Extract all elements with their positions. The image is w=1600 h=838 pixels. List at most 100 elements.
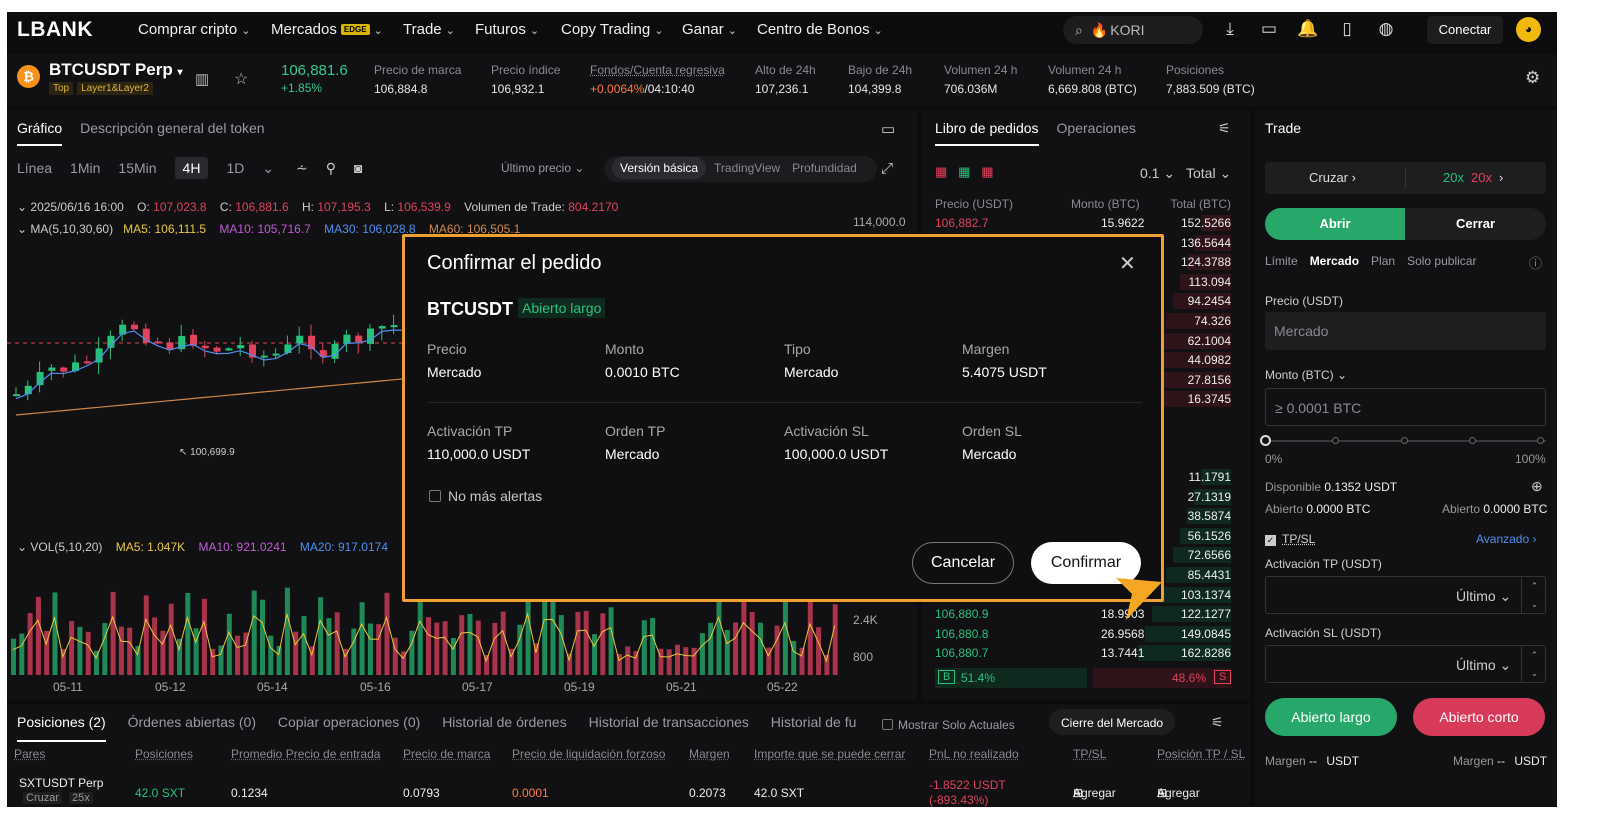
type-market[interactable]: Mercado: [1309, 254, 1360, 268]
tpsl-checkbox[interactable]: ✓ TP/SL: [1265, 532, 1316, 546]
ask-row[interactable]: 113.094: [935, 273, 1231, 291]
book-settings-icon[interactable]: ⚟: [1218, 120, 1231, 136]
tab-funding-history[interactable]: Historial de fu: [770, 714, 857, 730]
tf-1min[interactable]: 1Min: [70, 160, 101, 176]
camera-icon[interactable]: ◙: [353, 160, 363, 176]
leverage-long[interactable]: 20x: [1443, 170, 1464, 185]
nav-comprar[interactable]: Comprar cripto ⌄: [138, 21, 251, 38]
sl-input[interactable]: Último ⌄ ⌃ ⌄: [1265, 645, 1546, 683]
download-icon[interactable]: ⤓: [1226, 19, 1234, 38]
add-tpsl-button[interactable]: Agregar ⊞: [1073, 786, 1116, 800]
avatar[interactable]: ◕: [1516, 17, 1541, 42]
ask-row[interactable]: 62.1004: [935, 332, 1231, 350]
last-price-select[interactable]: Último precio ⌄: [501, 161, 585, 175]
volume-chart[interactable]: [7, 565, 839, 675]
tf-4h[interactable]: 4H: [174, 157, 209, 179]
ask-row[interactable]: 27.8156: [935, 371, 1231, 389]
tab-trades[interactable]: Operaciones: [1056, 120, 1136, 136]
book-view-icons[interactable]: ▦ ▦ ▦: [935, 164, 994, 180]
add-funds-icon[interactable]: ⊕: [1531, 478, 1543, 494]
type-limit[interactable]: Límite: [1265, 254, 1298, 268]
tf-1d[interactable]: 1D: [226, 160, 245, 176]
total-select[interactable]: Total ⌄: [1186, 165, 1232, 181]
symbol-selector[interactable]: BTCUSDT Perp ▾: [49, 60, 183, 79]
bid-row[interactable]: 11.1791: [1188, 469, 1231, 485]
ask-row[interactable]: 44.0982: [935, 351, 1231, 369]
connect-button[interactable]: Conectar: [1427, 16, 1503, 44]
bid-row[interactable]: 72.6566: [935, 546, 1231, 564]
tp-stepper[interactable]: ⌃ ⌄: [1521, 577, 1547, 613]
nav-copy-trading[interactable]: Copy Trading ⌄: [561, 21, 664, 38]
open-long-button[interactable]: Abierto largo: [1265, 698, 1397, 736]
tab-token-overview[interactable]: Descripción general del token: [80, 120, 265, 136]
type-post-only[interactable]: Solo publicar: [1407, 254, 1477, 268]
bid-row[interactable]: 106,880.9 18.9903 122.1277: [935, 606, 1231, 623]
ask-row[interactable]: 124.3788: [1180, 254, 1231, 271]
ask-row[interactable]: 94.2454: [935, 292, 1231, 310]
view-both-icon[interactable]: ▦: [935, 164, 948, 179]
tf-line[interactable]: Línea: [17, 160, 53, 176]
tp-input[interactable]: Último ⌄ ⌃ ⌄: [1265, 576, 1546, 614]
add-position-tpsl-button[interactable]: Agregar ⊞: [1157, 786, 1200, 800]
bid-row[interactable]: 106,880.8 26.9568 149.0845: [935, 625, 1231, 642]
wallet-icon[interactable]: ▭: [1260, 19, 1278, 38]
tab-copy[interactable]: Copiar operaciones (0): [277, 714, 421, 730]
cancel-button[interactable]: Cancelar: [912, 542, 1014, 584]
view-bids-icon[interactable]: ▦: [958, 164, 971, 179]
tab-order-history[interactable]: Historial de órdenes: [442, 714, 567, 730]
bid-row[interactable]: 56.1526: [935, 527, 1231, 545]
show-current-checkbox[interactable]: Mostrar Solo Actuales: [882, 718, 1015, 732]
confirm-button[interactable]: Confirmar: [1031, 542, 1141, 584]
tick-size-select[interactable]: 0.1 ⌄: [1140, 165, 1176, 181]
ask-row[interactable]: 74.326: [935, 312, 1231, 330]
close-tab[interactable]: Cerrar: [1455, 216, 1496, 231]
ask-row[interactable]: 136.5644: [1180, 234, 1231, 251]
bid-row[interactable]: 106,880.7 13.7441 162.8286: [935, 645, 1231, 662]
bell-icon[interactable]: 🔔: [1297, 19, 1319, 38]
view-asks-icon[interactable]: ▦: [981, 164, 994, 179]
price-field[interactable]: Mercado: [1265, 312, 1546, 350]
tab-positions[interactable]: Posiciones (2): [17, 714, 106, 742]
amount-slider[interactable]: [1260, 435, 1546, 446]
help-icon[interactable]: ⓘ: [1529, 256, 1543, 271]
no-more-alerts-checkbox[interactable]: No más alertas: [429, 488, 542, 504]
book-icon[interactable]: ▥: [195, 71, 210, 88]
nav-ganar[interactable]: Ganar ⌄: [682, 21, 737, 38]
bid-row[interactable]: 38.5874: [1187, 508, 1231, 525]
type-plan[interactable]: Plan: [1371, 254, 1396, 268]
search-input[interactable]: ⌕ 🔥 KORI: [1063, 16, 1203, 44]
expand-icon[interactable]: ⤢: [881, 160, 894, 177]
settings-icon[interactable]: ⚙: [1525, 68, 1541, 87]
open-tab[interactable]: Abrir: [1265, 208, 1405, 240]
chevron-down-icon[interactable]: ⌄: [262, 160, 275, 176]
bid-row[interactable]: 85.4431: [935, 566, 1231, 584]
leverage-short[interactable]: 20x: [1471, 170, 1492, 185]
nav-bonos[interactable]: Centro de Bonos ⌄: [757, 21, 883, 38]
close-market-button[interactable]: Cierre del Mercado: [1049, 709, 1176, 735]
tf-15min[interactable]: 15Min: [118, 160, 157, 176]
orders-icon[interactable]: ▯: [1342, 19, 1352, 38]
sl-trigger-select[interactable]: Último ⌄: [1456, 657, 1512, 673]
advanced-link[interactable]: Avanzado ›: [1476, 532, 1537, 546]
sl-stepper[interactable]: ⌃ ⌄: [1521, 646, 1547, 682]
nav-futuros[interactable]: Futuros ⌄: [475, 21, 540, 38]
close-icon[interactable]: ✕: [1119, 253, 1136, 275]
ask-row[interactable]: 106,882.7 15.9622 152.5266: [935, 215, 1231, 231]
open-short-button[interactable]: Abierto corto: [1413, 698, 1545, 736]
margin-mode-button[interactable]: Cruzar ›: [1309, 170, 1356, 185]
indicator-icon[interactable]: ⩪: [295, 160, 308, 176]
nav-trade[interactable]: Trade ⌄: [403, 21, 455, 38]
fullscreen-icon[interactable]: ▭: [881, 121, 896, 138]
tab-chart[interactable]: Gráfico: [17, 120, 63, 146]
tab-trade-history[interactable]: Historial de transacciones: [588, 714, 749, 730]
drawing-icon[interactable]: ⚲: [325, 160, 336, 176]
tab-open-orders[interactable]: Órdenes abiertas (0): [127, 714, 256, 730]
view-basic[interactable]: Versión básica: [612, 157, 707, 179]
nav-mercados[interactable]: Mercados EDGE ⌄: [271, 21, 383, 38]
view-tradingview[interactable]: TradingView: [714, 161, 781, 175]
star-icon[interactable]: ☆: [234, 71, 249, 88]
view-depth[interactable]: Profundidad: [792, 161, 857, 175]
globe-icon[interactable]: ◍: [1378, 19, 1394, 38]
amount-input[interactable]: ≥ 0.0001 BTC: [1265, 388, 1546, 426]
tp-trigger-select[interactable]: Último ⌄: [1456, 588, 1512, 604]
